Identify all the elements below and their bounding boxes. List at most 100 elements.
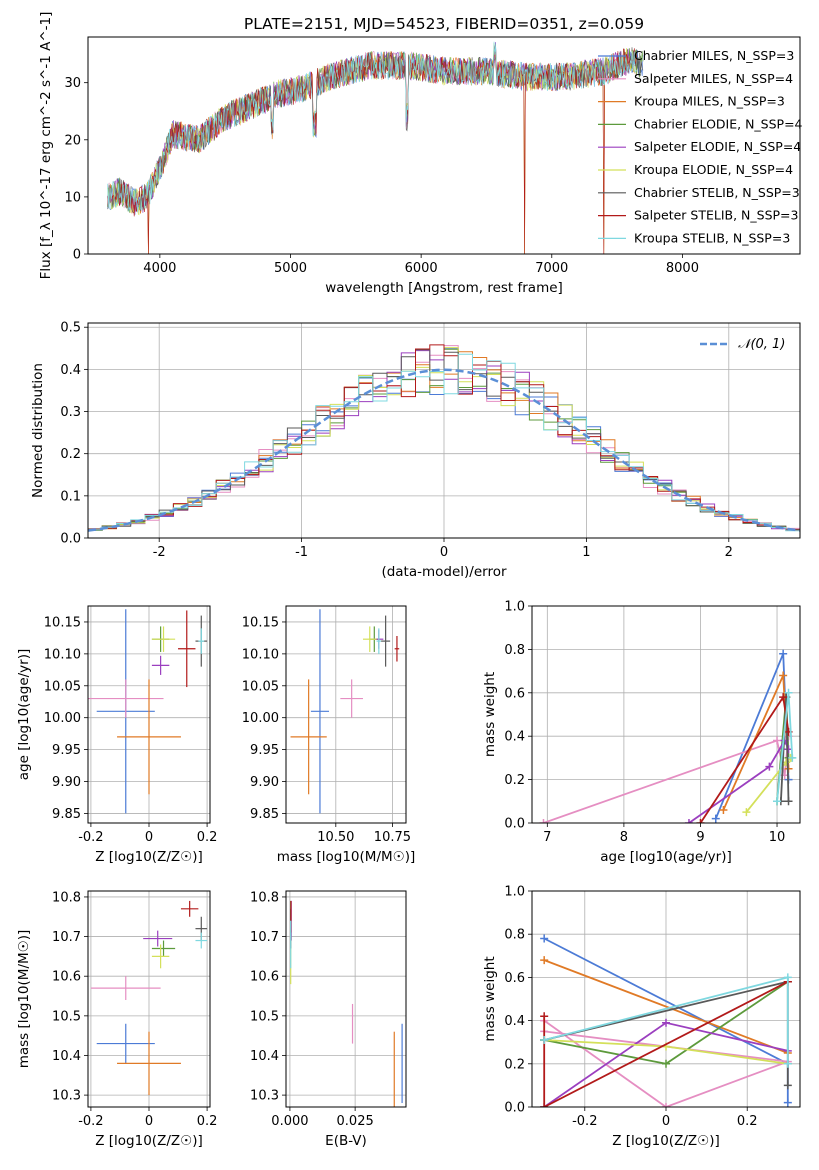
y-tick-label: 10.05 <box>242 679 279 694</box>
axes-frame <box>87 322 801 539</box>
y-tick-label: 0.0 <box>60 532 81 547</box>
y-tick-label: 0.0 <box>504 817 525 832</box>
weight-marker <box>783 1059 792 1068</box>
y-tick-label: 10.8 <box>52 890 81 905</box>
x-tick-label: 0.025 <box>337 1114 374 1129</box>
weight-marker <box>662 1059 670 1068</box>
axes-frame <box>87 36 801 255</box>
y-tick-label: 10.8 <box>250 890 279 905</box>
x-tick-label: 0.2 <box>737 1114 758 1129</box>
x-tick-label: 0 <box>145 1114 153 1129</box>
weight-marker <box>783 973 792 982</box>
weight-marker <box>540 956 549 965</box>
weight-line <box>543 980 789 1107</box>
y-tick-label: 10.6 <box>52 970 81 985</box>
weight-marker <box>783 1098 792 1107</box>
y-tick-label: 0.8 <box>504 928 525 943</box>
x-tick-label: -0.2 <box>78 1114 103 1129</box>
histogram-series <box>88 353 800 533</box>
y-tick-label: 10.00 <box>44 711 81 726</box>
x-tick-label: 7000 <box>535 261 568 276</box>
y-tick-label: 10.4 <box>250 1049 279 1064</box>
x-axis-label: wavelength [Angstrom, rest frame] <box>325 280 563 296</box>
weight-marker <box>773 797 782 806</box>
age-vs-Z-panel: -0.2 0 0.2 9.85 9.90 9.95 10.00 10.05 10.10 10.15… <box>16 605 217 865</box>
spectrum-line <box>107 44 637 254</box>
y-tick-label: 0.4 <box>504 1014 525 1029</box>
y-tick-label: 9.85 <box>250 807 279 822</box>
y-tick-label: 0.3 <box>60 405 81 420</box>
axes-frame <box>87 605 211 824</box>
y-tick-label: 1.0 <box>504 600 525 615</box>
weight-marker <box>696 819 705 823</box>
weight-marker <box>779 671 788 680</box>
mass-vs-ebv-panel: 0.000 0.025 10.3 10.4 10.5 10.6 10.7 10.8 E(B-V) <box>250 890 407 1149</box>
y-tick-label: 10.00 <box>242 711 279 726</box>
x-axis-label: E(B-V) <box>325 1133 367 1149</box>
y-tick-label: 10.6 <box>250 970 279 985</box>
weight-marker <box>779 649 788 658</box>
y-tick-label: 0.2 <box>504 1057 525 1072</box>
axes-frame <box>285 605 407 824</box>
y-tick-label: 9.85 <box>52 807 81 822</box>
legend-label: Salpeter ELODIE, N_SSP=4 <box>634 139 801 154</box>
x-tick-label: 4000 <box>143 261 176 276</box>
y-axis-label: mass weight <box>482 672 498 757</box>
weight-marker <box>784 797 793 806</box>
weight-marker <box>773 736 782 745</box>
x-tick-label: 8 <box>620 830 628 845</box>
x-tick-label: 0 <box>662 1114 670 1129</box>
x-tick-label: 0.2 <box>197 1114 218 1129</box>
age-vs-mass-panel: 10.50 10.75 9.85 9.90 9.95 10.00 10.05 10.10 10.… <box>242 605 415 865</box>
figure-title: PLATE=2151, MJD=54523, FIBERID=0351, z=0… <box>244 15 644 33</box>
weight-marker <box>540 1036 549 1045</box>
weight-marker <box>784 688 793 697</box>
weight-marker <box>684 819 693 823</box>
axes-frame <box>531 605 801 824</box>
weight-line <box>543 959 789 1054</box>
x-tick-label: 1 <box>582 545 590 560</box>
y-tick-label: 0.1 <box>60 489 81 504</box>
y-tick-label: 10.05 <box>44 679 81 694</box>
x-axis-label: (data-model)/error <box>381 564 507 580</box>
x-tick-label: 0 <box>145 830 153 845</box>
y-tick-label: 10.10 <box>242 647 279 662</box>
x-axis-label: age [log10(age/yr)] <box>600 849 732 865</box>
y-tick-label: 10.7 <box>250 930 279 945</box>
y-tick-label: 10.15 <box>242 615 279 630</box>
spectrum-line <box>107 41 637 213</box>
axes-frame <box>531 890 801 1108</box>
x-axis-label: Z [log10(Z/Z☉)] <box>612 1133 720 1149</box>
x-tick-label: 6000 <box>405 261 438 276</box>
x-tick-label: 2 <box>725 545 733 560</box>
x-tick-label: 10 <box>769 830 786 845</box>
y-tick-label: 0.2 <box>504 773 525 788</box>
y-axis-label: mass [log10(M/M☉)] <box>16 930 32 1069</box>
weight-marker <box>540 1103 549 1107</box>
weight-marker <box>539 819 548 823</box>
weight-marker <box>540 934 549 943</box>
weight-marker <box>540 1012 549 1021</box>
legend-label: Salpeter STELIB, N_SSP=3 <box>634 208 798 223</box>
legend-label: Kroupa ELODIE, N_SSP=4 <box>634 162 793 177</box>
y-tick-label: 10.15 <box>44 615 81 630</box>
y-axis-label: mass weight <box>482 956 498 1041</box>
y-tick-label: 0.4 <box>60 363 81 378</box>
weight-marker <box>662 1018 670 1027</box>
y-tick-label: 0.0 <box>504 1101 525 1116</box>
weight-marker <box>788 753 797 762</box>
legend-label: Salpeter MILES, N_SSP=4 <box>634 71 793 86</box>
legend-label: Kroupa MILES, N_SSP=3 <box>634 94 785 109</box>
weight-marker <box>783 1081 792 1090</box>
weight-marker <box>662 1103 670 1107</box>
legend-label: Chabrier MILES, N_SSP=3 <box>634 48 794 63</box>
weight-marker <box>711 814 720 823</box>
y-tick-label: 0.2 <box>60 447 81 462</box>
y-tick-label: 9.95 <box>250 743 279 758</box>
weight-marker <box>742 808 751 817</box>
x-tick-label: 8000 <box>666 261 699 276</box>
legend-label: Chabrier ELODIE, N_SSP=4 <box>634 116 803 131</box>
x-tick-label: 0 <box>440 545 448 560</box>
